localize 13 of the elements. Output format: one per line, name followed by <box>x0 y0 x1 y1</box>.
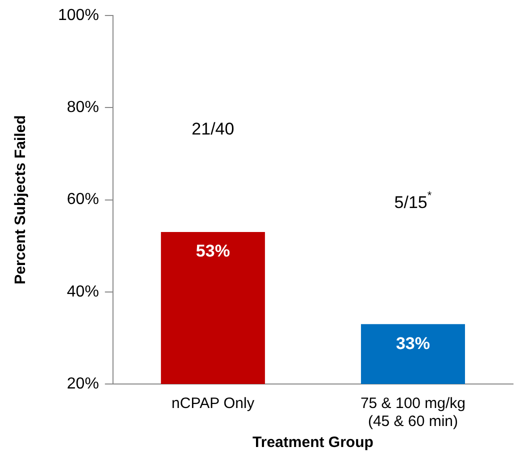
data-label: 53% <box>196 242 230 261</box>
annotation: 21/40 <box>192 119 234 138</box>
x-tick-label: 75 & 100 mg/kg (45 & 60 min) <box>360 395 466 430</box>
y-tick-label: 60% <box>66 191 99 208</box>
annotation: 5/15* <box>394 190 432 212</box>
x-axis-title: Treatment Group <box>252 434 374 452</box>
data-label: 33% <box>396 334 430 353</box>
y-tick-label: 100% <box>58 7 99 24</box>
y-axis-title: Percent Subjects Failed <box>12 115 30 284</box>
y-tick-label: 20% <box>66 375 99 392</box>
x-tick-label: nCPAP Only <box>172 395 255 412</box>
y-tick-label: 80% <box>66 99 99 116</box>
y-tick-label: 40% <box>66 283 99 300</box>
